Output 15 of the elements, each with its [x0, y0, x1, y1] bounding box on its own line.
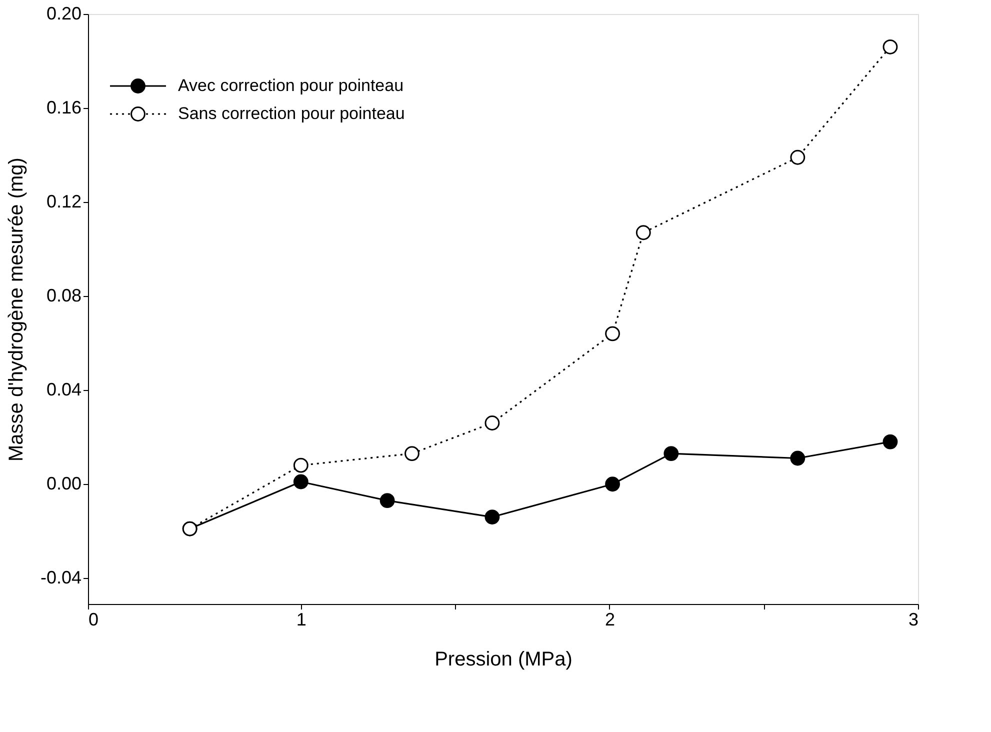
- y-tick-label: 0.12: [46, 192, 82, 212]
- legend-label: Sans correction pour pointeau: [178, 104, 405, 123]
- y-tick-label: 0.00: [46, 474, 82, 494]
- y-tick-label: 0.16: [46, 98, 82, 118]
- legend-label: Avec correction pour pointeau: [178, 76, 404, 95]
- y-tick-label: 0.04: [46, 380, 82, 400]
- x-tick-label: 1: [296, 610, 306, 630]
- y-tick-label: 0.20: [46, 4, 82, 24]
- x-tick-label: 3: [908, 610, 918, 630]
- x-axis-title: Pression (MPa): [434, 648, 572, 670]
- x-tick-label: 2: [604, 610, 615, 630]
- y-tick-label: 0.08: [46, 286, 82, 306]
- y-axis-title: Masse d'hydrogène mesurée (mg): [5, 158, 28, 462]
- y-tick-label: -0.04: [40, 568, 82, 588]
- x-tick-label: 0: [88, 610, 99, 630]
